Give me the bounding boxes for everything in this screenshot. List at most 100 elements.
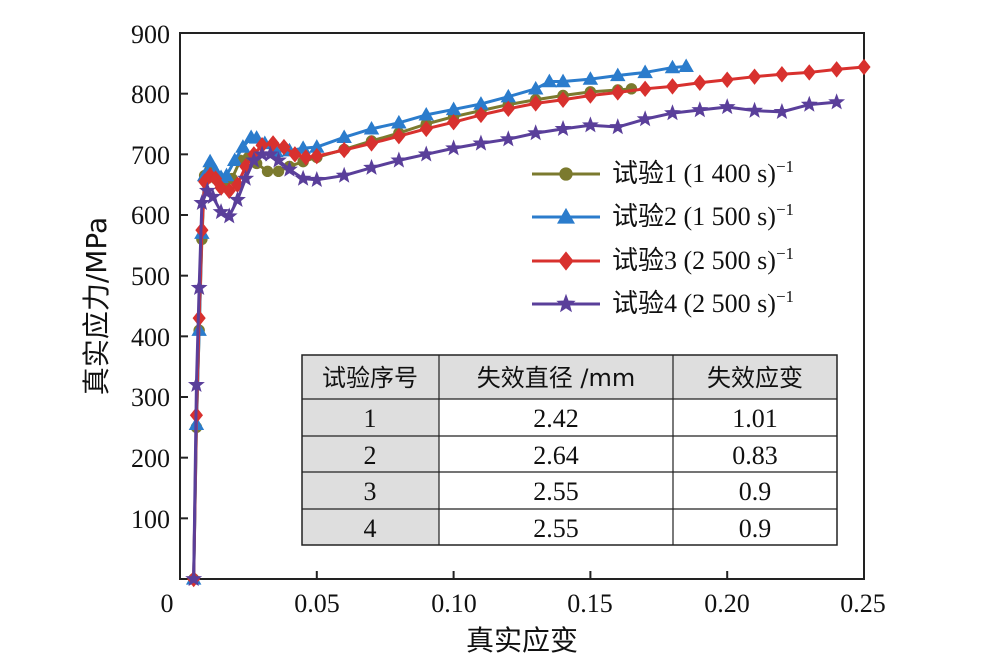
legend-swatch xyxy=(532,251,600,271)
data-point-star xyxy=(828,93,846,110)
table-cell: 1 xyxy=(364,404,377,433)
table-shade-header xyxy=(439,355,837,399)
data-point-diamond xyxy=(337,141,351,159)
data-point-star xyxy=(237,169,255,186)
data-point-diamond xyxy=(583,87,597,104)
data-point-triangle xyxy=(678,58,694,73)
legend-entry-3: 试验3 (2 500 s)−1 xyxy=(532,244,794,275)
data-point-star xyxy=(390,151,408,168)
data-point-diamond xyxy=(419,120,433,138)
data-point-diamond xyxy=(501,100,515,118)
axis-ticks xyxy=(180,92,729,579)
data-point-diamond xyxy=(857,58,871,76)
data-point-diamond xyxy=(558,251,574,271)
x-tick-label: 0 xyxy=(161,589,174,618)
data-point-star xyxy=(556,293,576,313)
data-point-triangle xyxy=(202,153,218,168)
data-point-star xyxy=(187,376,205,393)
series-4 xyxy=(185,93,846,587)
data-point-star xyxy=(800,95,818,112)
legend-entry-4: 试验4 (2 500 s)−1 xyxy=(532,287,794,318)
y-tick-label: 900 xyxy=(131,20,170,49)
table-cell: 2.55 xyxy=(533,477,579,506)
data-point-star xyxy=(212,203,230,220)
plot-frame xyxy=(179,32,865,580)
legend-entry-2: 试验2 (1 500 s)−1 xyxy=(532,200,794,231)
y-tick-label: 400 xyxy=(131,323,170,352)
data-point-star xyxy=(636,110,654,127)
data-point-star xyxy=(190,278,208,295)
data-point-diamond xyxy=(392,127,406,145)
data-point-star xyxy=(609,118,627,135)
data-point-triangle xyxy=(664,59,681,74)
data-point-star xyxy=(718,98,736,115)
data-point-diamond xyxy=(693,74,707,91)
data-point-diamond xyxy=(830,61,844,78)
data-point-star xyxy=(581,116,599,133)
series-layer xyxy=(185,58,871,588)
data-point-star xyxy=(554,120,572,137)
y-tick-label: 800 xyxy=(131,80,170,109)
table-cell: 2.42 xyxy=(533,404,579,433)
data-point-diamond xyxy=(775,66,789,83)
legend-swatch xyxy=(532,167,600,181)
data-point-star xyxy=(664,104,681,121)
data-point-diamond xyxy=(208,170,223,187)
table-border xyxy=(301,354,838,546)
legend-label-2: 试验2 (1 500 s)−1 xyxy=(612,200,794,231)
data-point-triangle xyxy=(235,139,251,153)
data-point-circle xyxy=(261,165,274,178)
data-point-circle xyxy=(559,167,573,181)
table-cell: 2.55 xyxy=(533,514,579,543)
data-point-diamond xyxy=(747,68,762,85)
data-point-star xyxy=(229,190,246,207)
data-point-triangle xyxy=(637,64,653,79)
data-point-star xyxy=(270,151,287,168)
y-tick-label: 100 xyxy=(131,505,170,534)
inset-table: 试验序号 失效直径 /mm 失效应变 1 2.42 1.01 2 2.64 0.… xyxy=(301,354,838,546)
data-point-diamond xyxy=(474,106,488,124)
table-cell: 2 xyxy=(364,441,377,470)
data-point-triangle xyxy=(610,67,626,82)
legend: 试验1 (1 400 s)−1 试验2 (1 500 s)−1 试验3 (2 5… xyxy=(532,157,794,318)
data-point-diamond xyxy=(222,182,236,199)
table-cell: 2.64 xyxy=(533,441,579,470)
legend-label-4: 试验4 (2 500 s)−1 xyxy=(612,287,794,318)
data-point-star xyxy=(193,194,211,211)
y-tick-labels: 100 200 300 400 500 600 700 800 900 xyxy=(131,20,170,534)
data-point-diamond xyxy=(299,149,313,166)
x-tick-label: 0.05 xyxy=(294,589,340,618)
x-tick-label: 0.15 xyxy=(567,589,613,618)
data-point-star xyxy=(185,570,203,587)
data-point-diamond xyxy=(611,84,625,101)
data-point-diamond xyxy=(364,135,379,152)
y-tick-label: 600 xyxy=(131,201,170,230)
data-point-triangle xyxy=(418,107,434,121)
y-tick-label: 300 xyxy=(131,383,170,412)
data-point-triangle xyxy=(555,73,571,88)
data-point-triangle xyxy=(541,73,558,88)
data-point-star xyxy=(691,101,709,118)
data-point-diamond xyxy=(310,147,324,165)
table-cell: 0.83 xyxy=(732,441,778,470)
data-point-circle xyxy=(272,165,285,178)
table-grid xyxy=(302,355,837,545)
table-header-cell: 失效应变 xyxy=(707,364,803,392)
data-point-star xyxy=(746,101,763,118)
data-point-triangle xyxy=(363,120,380,135)
data-point-diamond xyxy=(720,71,734,88)
data-point-star xyxy=(472,134,490,151)
data-point-star xyxy=(499,130,517,147)
data-point-triangle xyxy=(527,80,544,95)
data-point-diamond xyxy=(529,95,543,112)
data-point-diamond xyxy=(802,64,816,81)
data-point-star xyxy=(363,158,380,175)
data-point-star xyxy=(261,145,279,162)
data-point-star xyxy=(294,169,312,186)
data-point-diamond xyxy=(556,91,570,108)
table-header-cell: 试验序号 xyxy=(322,364,418,392)
data-point-star xyxy=(335,166,353,183)
table-header-cell: 失效直径 /mm xyxy=(477,364,635,392)
y-axis-title: 真实应力/MPa xyxy=(80,217,113,395)
data-point-star xyxy=(204,187,222,204)
